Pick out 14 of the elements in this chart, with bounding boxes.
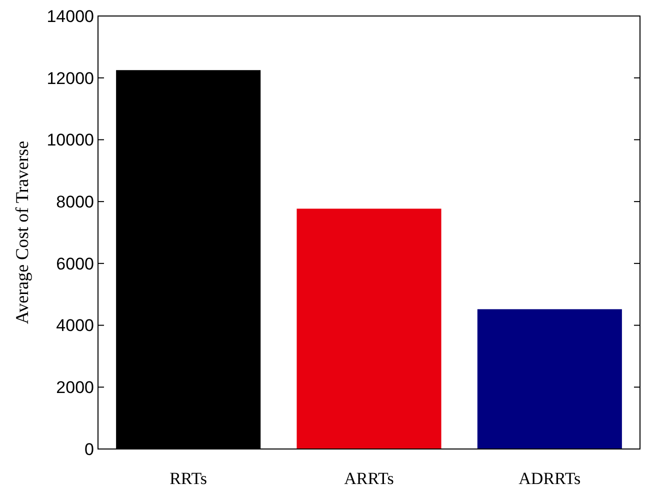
x-tick-label: ARRTs — [344, 469, 394, 488]
y-tick-label: 0 — [84, 440, 94, 459]
x-tick-label: RRTs — [170, 469, 208, 488]
y-axis-title: Average Cost of Traverse — [12, 140, 32, 324]
y-tick-label: 12000 — [46, 68, 94, 88]
x-tick-label: ADRRTs — [518, 469, 581, 488]
y-tick-label: 4000 — [56, 316, 94, 336]
bar — [477, 309, 622, 449]
y-tick-label: 14000 — [46, 6, 94, 26]
bar — [296, 208, 442, 449]
y-tick-label: 10000 — [46, 130, 94, 150]
y-tick-label: 8000 — [56, 192, 94, 212]
y-tick-label: 6000 — [56, 254, 94, 274]
y-tick-label: 2000 — [56, 378, 94, 398]
